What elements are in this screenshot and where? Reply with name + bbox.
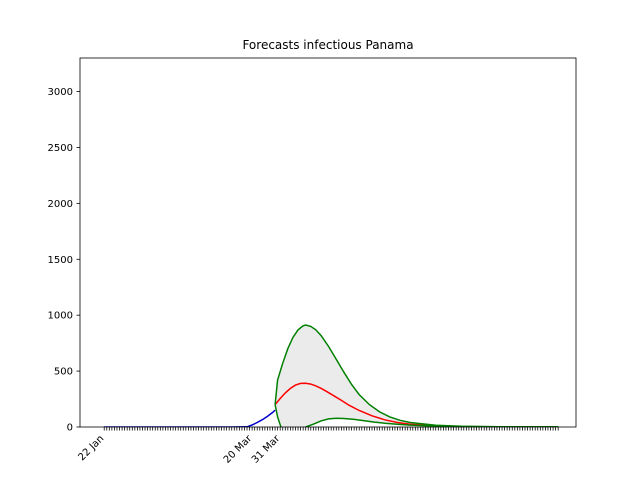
chart-title: Forecasts infectious Panama <box>242 38 413 52</box>
y-tick-label: 2000 <box>48 199 73 210</box>
confidence-band <box>275 325 559 427</box>
axes-frame <box>79 57 577 428</box>
plot-area <box>104 324 559 427</box>
y-tick-label: 3000 <box>48 87 73 98</box>
x-tick-label: 20 Mar <box>222 433 255 466</box>
y-tick-label: 0 <box>67 423 73 434</box>
y-tick-label: 2500 <box>48 143 73 154</box>
x-tick-label: 22 Jan <box>76 433 106 463</box>
y-tick-label: 1500 <box>48 255 73 266</box>
series-upper-line <box>274 324 559 427</box>
y-tick-label: 500 <box>54 367 73 378</box>
x-tick-label: 31 Mar <box>250 433 283 466</box>
series-lower-line <box>274 404 282 427</box>
series-observed-line <box>104 409 276 427</box>
y-tick-label: 1000 <box>48 311 73 322</box>
series-lower-tail-line <box>305 417 559 427</box>
